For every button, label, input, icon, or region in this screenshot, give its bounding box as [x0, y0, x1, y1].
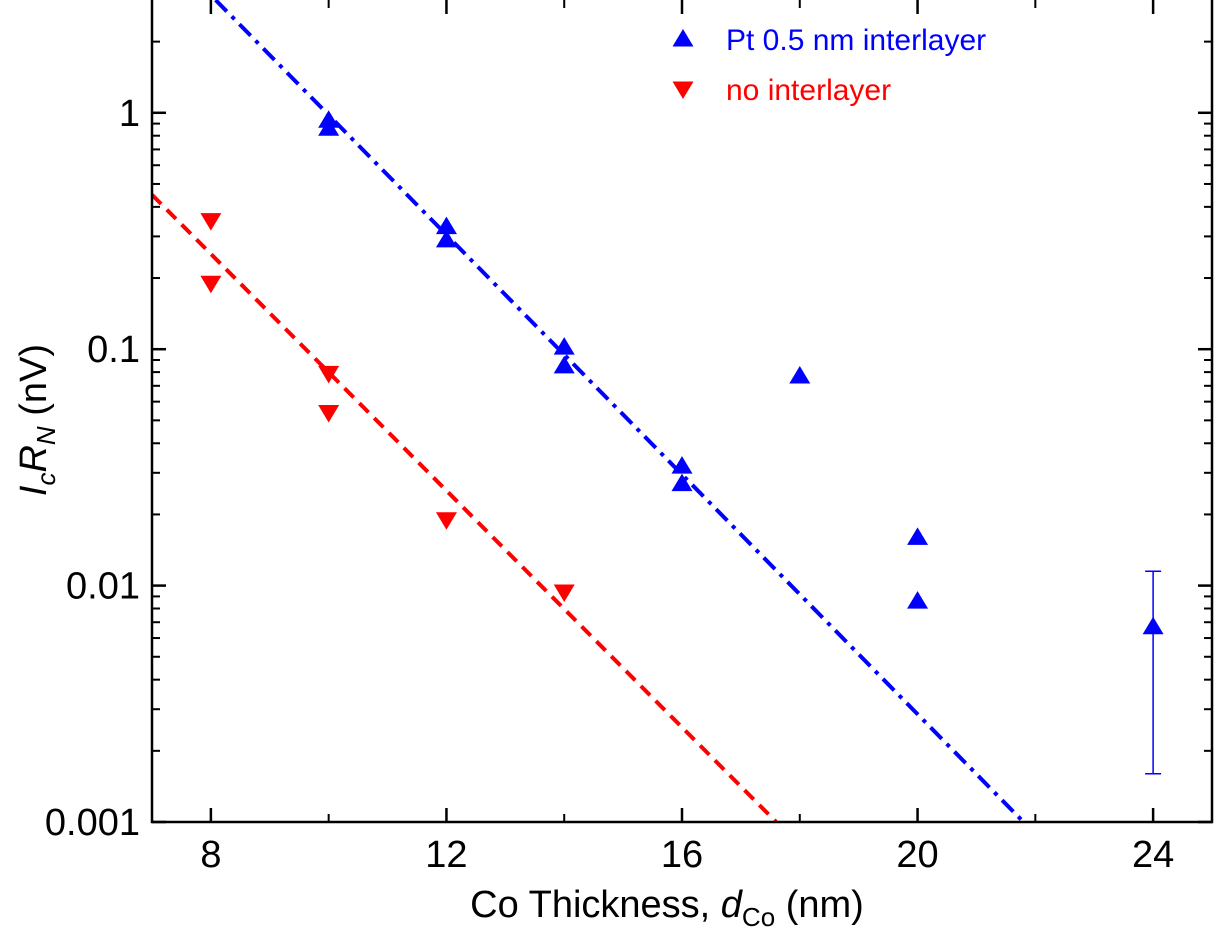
tick-labels: 8 12 16 20 24 0.001 0.01 0.1 1: [45, 93, 1174, 876]
y-tick-label: 0.001: [45, 802, 140, 844]
data-point: [318, 404, 340, 423]
data-markers: [200, 110, 1164, 635]
x-axis-title: Co Thickness, dCo (nm): [470, 884, 864, 932]
data-point: [553, 337, 575, 355]
fit-line: [150, 193, 778, 824]
data-point: [553, 355, 575, 374]
data-point: [200, 275, 222, 294]
data-point: [553, 584, 575, 602]
data-point: [318, 118, 340, 136]
x-tick-label: 12: [425, 834, 467, 876]
y-axis-title-s1: c: [31, 473, 61, 486]
x-tick-label: 20: [896, 834, 938, 876]
data-point: [200, 213, 222, 231]
x-axis-title-sub: Co: [742, 902, 775, 932]
y-axis-title-s2: N: [31, 426, 61, 445]
x-axis-title-prefix: Co Thickness,: [470, 884, 721, 926]
data-point: [671, 456, 693, 474]
data-point: [318, 365, 340, 384]
data-point: [1142, 616, 1164, 635]
legend-label: Pt 0.5 nm interlayer: [726, 24, 986, 57]
data-point: [435, 512, 457, 530]
x-axis-title-suffix: (nm): [775, 884, 864, 926]
x-tick-label: 8: [200, 834, 221, 876]
y-tick-label: 0.1: [87, 329, 140, 371]
plot-frame: [150, 0, 1214, 824]
legend-marker: [672, 81, 694, 99]
y-axis-title-suffix: (nV): [13, 344, 55, 426]
legend: Pt 0.5 nm interlayer no interlayer: [672, 24, 986, 107]
y-tick-label: 0.01: [66, 566, 140, 608]
data-point: [789, 366, 811, 384]
data-point: [435, 216, 457, 235]
x-axis-title-var: d: [721, 884, 744, 926]
legend-marker: [672, 29, 694, 47]
fit-line: [214, 0, 1025, 824]
data-point: [671, 473, 693, 492]
data-point: [907, 527, 929, 545]
error-bars: [1145, 570, 1162, 775]
y-tick-label: 1: [119, 93, 140, 135]
axis-ticks: [152, 0, 1212, 824]
y-axis-title-v1: I: [13, 485, 55, 496]
y-axis-title-v2: R: [13, 445, 55, 472]
x-tick-label: 16: [661, 834, 703, 876]
x-tick-label: 24: [1132, 834, 1174, 876]
data-point: [907, 591, 929, 609]
fit-lines: [150, 0, 1025, 824]
legend-label: no interlayer: [726, 74, 891, 107]
y-axis-title: IcRN (nV): [13, 344, 61, 496]
data-point: [435, 229, 457, 248]
